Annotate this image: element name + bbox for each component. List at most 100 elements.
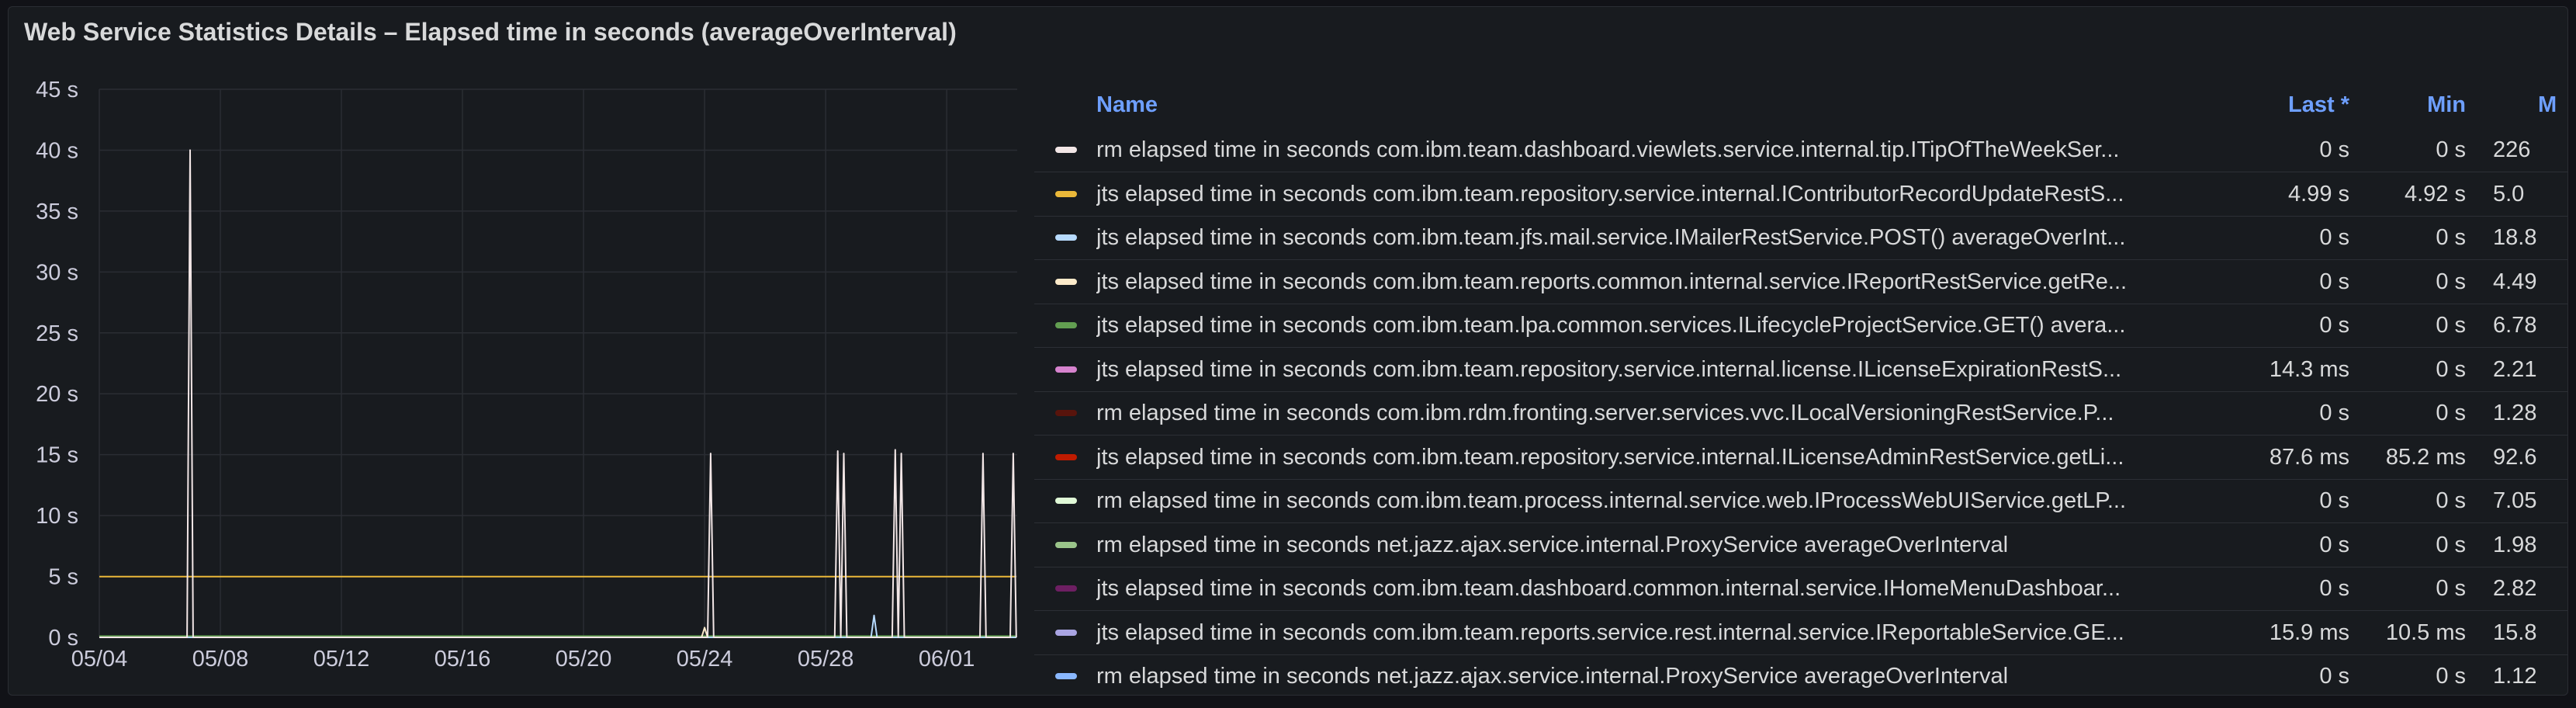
legend-header-last[interactable]: Last * xyxy=(2288,92,2349,117)
legend-min-value: 0 s xyxy=(2436,225,2466,250)
legend-series-name[interactable]: rm elapsed time in seconds com.ibm.team.… xyxy=(1096,488,2127,513)
legend-series-name[interactable]: jts elapsed time in seconds com.ibm.team… xyxy=(1096,269,2128,294)
legend-max-value: 18.8 xyxy=(2493,225,2537,250)
legend-series-name[interactable]: rm elapsed time in seconds com.ibm.rdm.f… xyxy=(1096,401,2114,425)
series-color-swatch[interactable] xyxy=(1055,190,1077,197)
legend-series-name[interactable]: jts elapsed time in seconds com.ibm.team… xyxy=(1096,576,2121,601)
legend-max-value: 1.28 xyxy=(2493,401,2537,425)
legend-last-value: 0 s xyxy=(2319,401,2349,425)
legend-min-value: 0 s xyxy=(2436,313,2466,338)
legend-min-value: 0 s xyxy=(2436,269,2466,294)
series-line xyxy=(99,614,1016,638)
legend-max-value: 1.12 xyxy=(2493,664,2537,689)
legend-series-name[interactable]: jts elapsed time in seconds com.ibm.team… xyxy=(1096,225,2126,250)
legend-last-value: 0 s xyxy=(2319,225,2349,250)
x-tick-label: 05/08 xyxy=(192,647,249,672)
legend-min-value: 4.92 s xyxy=(2405,181,2466,206)
legend-last-value: 14.3 ms xyxy=(2269,356,2349,382)
legend-min-value: 0 s xyxy=(2436,137,2466,162)
legend-max-value: 5.0 xyxy=(2493,181,2525,206)
legend-min-value: 85.2 ms xyxy=(2385,444,2466,470)
legend-min-value: 10.5 ms xyxy=(2385,620,2466,645)
legend-min-value: 0 s xyxy=(2436,664,2466,689)
series-color-swatch[interactable] xyxy=(1055,498,1077,504)
legend-header-min[interactable]: Min xyxy=(2427,92,2466,117)
series-color-swatch[interactable] xyxy=(1055,322,1077,328)
legend-last-value: 0 s xyxy=(2319,664,2349,689)
series-color-swatch[interactable] xyxy=(1055,673,1077,679)
panel-title[interactable]: Web Service Statistics Details – Elapsed… xyxy=(24,18,957,46)
series-color-swatch[interactable] xyxy=(1055,278,1077,285)
x-tick-label: 05/16 xyxy=(435,647,491,672)
legend-series-name[interactable]: jts elapsed time in seconds com.ibm.team… xyxy=(1096,620,2124,645)
series-color-swatch[interactable] xyxy=(1055,410,1077,416)
legend-min-value: 0 s xyxy=(2436,532,2466,557)
x-tick-label: 05/12 xyxy=(313,647,370,672)
y-tick-label: 15 s xyxy=(36,443,78,468)
y-tick-label: 40 s xyxy=(36,138,78,163)
legend-row[interactable]: jts elapsed time in seconds com.ibm.team… xyxy=(1034,216,2567,260)
legend-series-name[interactable]: jts elapsed time in seconds com.ibm.team… xyxy=(1096,313,2126,338)
x-tick-label: 05/04 xyxy=(71,647,128,672)
legend-table: Name Last * Min M rm elapsed time in sec… xyxy=(1034,82,2567,695)
legend-min-value: 0 s xyxy=(2436,488,2466,513)
legend-row[interactable]: jts elapsed time in seconds com.ibm.team… xyxy=(1034,260,2567,304)
legend-max-value: 226 xyxy=(2493,137,2531,162)
legend-row[interactable]: rm elapsed time in seconds com.ibm.team.… xyxy=(1034,128,2567,172)
y-tick-label: 10 s xyxy=(36,504,78,529)
legend-max-value: 4.49 xyxy=(2493,269,2537,294)
legend-header-name[interactable]: Name xyxy=(1096,92,1158,117)
y-tick-label: 35 s xyxy=(36,200,78,224)
legend-max-value: 92.6 xyxy=(2493,444,2537,470)
legend-row[interactable]: jts elapsed time in seconds com.ibm.team… xyxy=(1034,348,2567,392)
legend-series-name[interactable]: jts elapsed time in seconds com.ibm.team… xyxy=(1096,444,2124,470)
legend-min-value: 0 s xyxy=(2436,401,2466,425)
x-tick-label: 05/24 xyxy=(677,647,733,672)
series-color-swatch[interactable] xyxy=(1055,366,1077,373)
legend-min-value: 0 s xyxy=(2436,576,2466,601)
legend-series-name[interactable]: rm elapsed time in seconds net.jazz.ajax… xyxy=(1096,532,2009,557)
legend-last-value: 0 s xyxy=(2319,532,2349,557)
series-color-swatch[interactable] xyxy=(1055,147,1077,153)
x-tick-label: 06/01 xyxy=(919,647,975,672)
legend-last-value: 15.9 ms xyxy=(2269,620,2349,645)
series-line xyxy=(99,149,1017,638)
y-tick-label: 20 s xyxy=(36,382,78,407)
legend-last-value: 87.6 ms xyxy=(2269,444,2349,470)
series-color-swatch[interactable] xyxy=(1055,453,1077,460)
legend-min-value: 0 s xyxy=(2436,356,2466,382)
y-tick-label: 45 s xyxy=(36,78,78,102)
legend-max-value: 7.05 xyxy=(2493,488,2537,513)
series-color-swatch[interactable] xyxy=(1055,234,1077,241)
legend-series-name[interactable]: rm elapsed time in seconds net.jazz.ajax… xyxy=(1096,664,2009,689)
legend-row[interactable]: jts elapsed time in seconds com.ibm.team… xyxy=(1034,304,2567,348)
legend-row[interactable]: rm elapsed time in seconds com.ibm.team.… xyxy=(1034,479,2567,523)
legend-row[interactable]: rm elapsed time in seconds net.jazz.ajax… xyxy=(1034,523,2567,567)
y-tick-label: 30 s xyxy=(36,260,78,285)
legend-max-value: 2.82 xyxy=(2493,576,2537,601)
series-color-swatch[interactable] xyxy=(1055,541,1077,548)
legend-series-name[interactable]: jts elapsed time in seconds com.ibm.team… xyxy=(1096,181,2124,206)
legend-last-value: 4.99 s xyxy=(2288,181,2349,206)
x-tick-label: 05/28 xyxy=(798,647,854,672)
y-tick-label: 25 s xyxy=(36,321,78,346)
timeseries-panel: Web Service Statistics Details – Elapsed… xyxy=(8,6,2568,696)
elapsed-time-chart[interactable]: 0 s 5 s 10 s 15 s 20 s 25 s 30 s 35 s 40 s 45 s 05… xyxy=(9,7,1033,696)
legend-last-value: 0 s xyxy=(2319,269,2349,294)
legend-max-value: 2.21 xyxy=(2493,356,2537,382)
legend-row[interactable]: jts elapsed time in seconds com.ibm.team… xyxy=(1034,567,2567,611)
legend-last-value: 0 s xyxy=(2319,488,2349,513)
legend-row[interactable]: jts elapsed time in seconds com.ibm.team… xyxy=(1034,436,2567,480)
legend-series-name[interactable]: jts elapsed time in seconds com.ibm.team… xyxy=(1096,356,2122,382)
legend-row[interactable]: rm elapsed time in seconds net.jazz.ajax… xyxy=(1034,654,2567,695)
legend-max-value: 15.8 xyxy=(2493,620,2537,645)
legend-max-value: 1.98 xyxy=(2493,532,2537,557)
legend-row[interactable]: rm elapsed time in seconds com.ibm.rdm.f… xyxy=(1034,391,2567,436)
series-color-swatch[interactable] xyxy=(1055,585,1077,592)
legend-header-max[interactable]: M xyxy=(2538,92,2557,117)
legend-row[interactable]: jts elapsed time in seconds com.ibm.team… xyxy=(1034,611,2567,655)
series-color-swatch[interactable] xyxy=(1055,629,1077,636)
legend-series-name[interactable]: rm elapsed time in seconds com.ibm.team.… xyxy=(1096,137,2120,162)
x-tick-label: 05/20 xyxy=(556,647,612,672)
legend-row[interactable]: jts elapsed time in seconds com.ibm.team… xyxy=(1034,172,2567,217)
